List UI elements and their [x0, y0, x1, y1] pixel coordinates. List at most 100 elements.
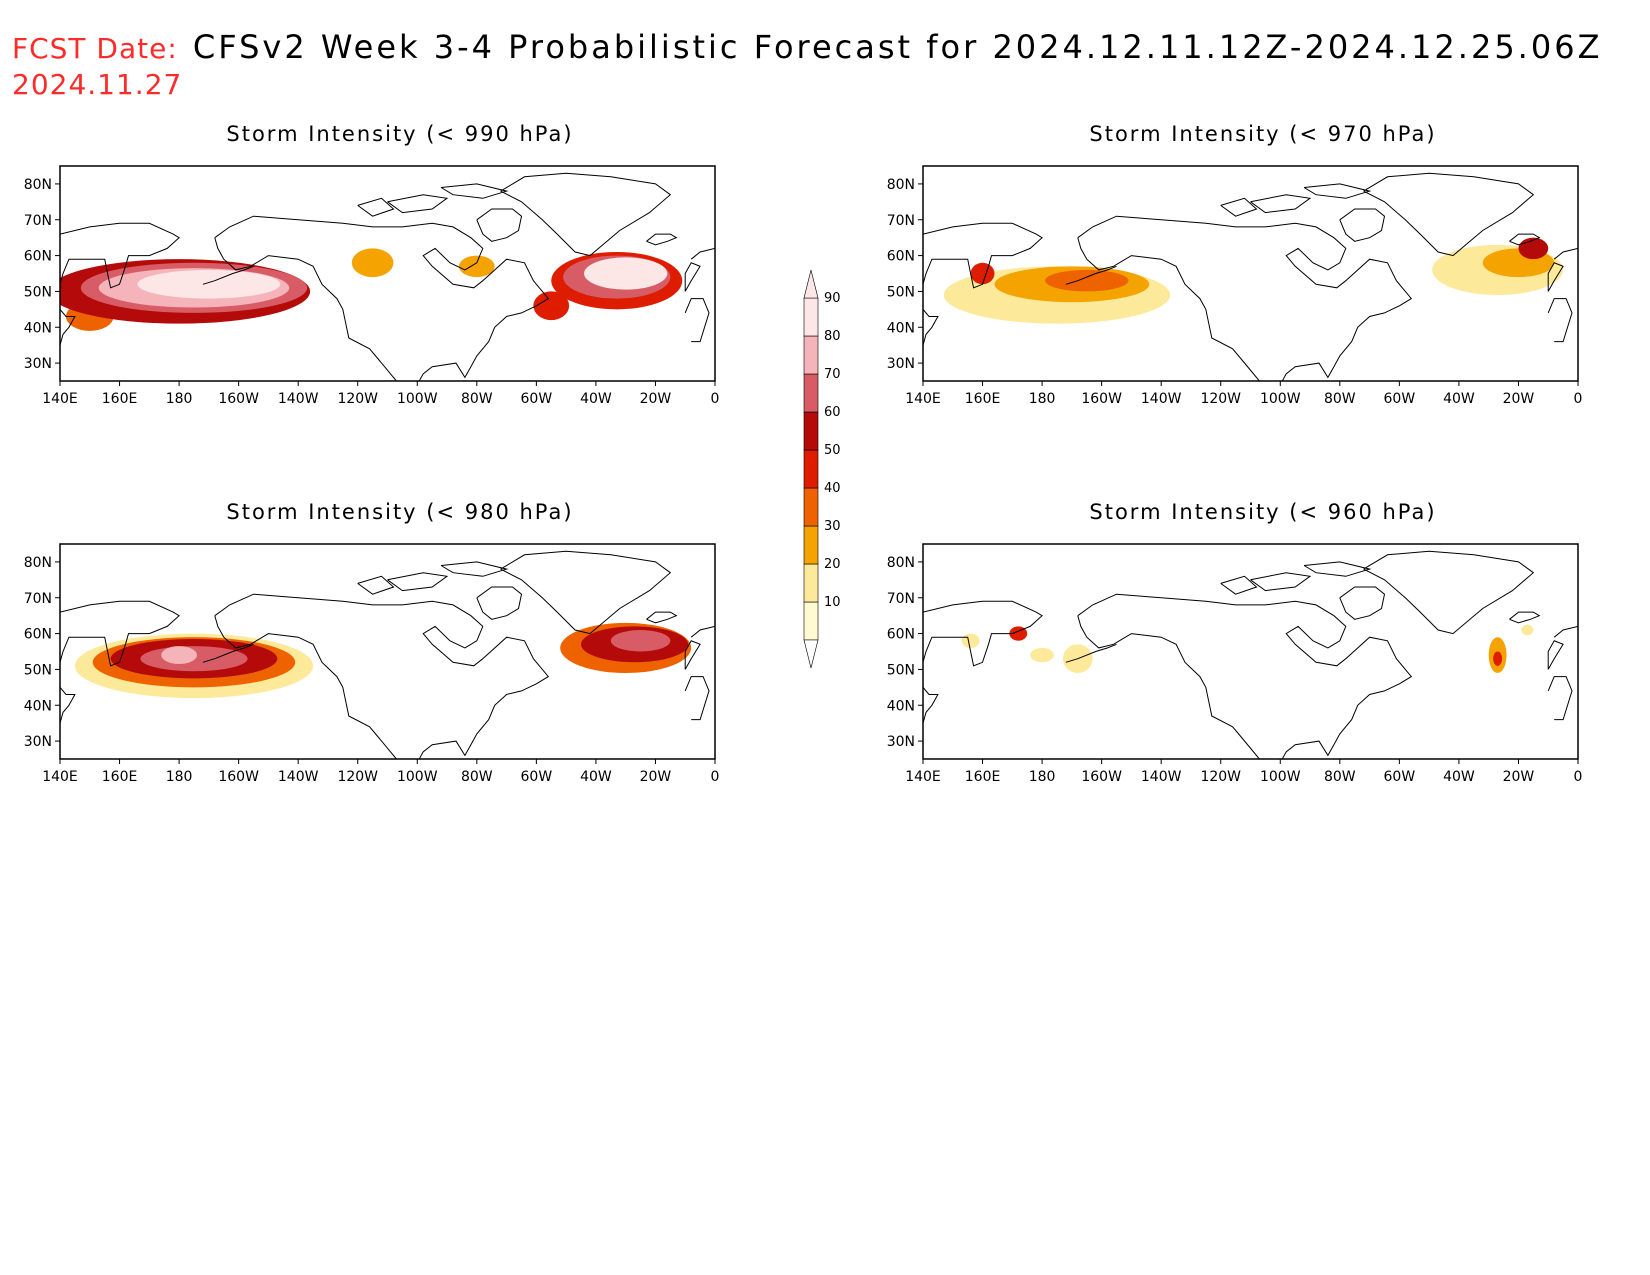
- colorbar-segment: [803, 487, 819, 527]
- map-frame: [922, 543, 1579, 760]
- probability-area: [137, 269, 281, 299]
- y-tick-label: 40N: [24, 320, 52, 336]
- coastline: [1077, 215, 1413, 381]
- x-tick-label: 180: [166, 769, 193, 785]
- y-tick-label: 60N: [887, 249, 915, 265]
- panel-970: Storm Intensity (< 970 hPa) 140E 160E 180 1…: [873, 122, 1650, 422]
- y-tick-label: 80N: [887, 555, 915, 571]
- colorbar-label: 70: [824, 367, 841, 382]
- coastline: [923, 222, 1043, 289]
- x-tick-label: 60W: [521, 769, 553, 785]
- x-tick-label: 0: [711, 769, 720, 785]
- y-tick-label: 60N: [24, 627, 52, 643]
- panel-title: Storm Intensity (< 980 hPa): [226, 500, 574, 524]
- x-tick-label: 180: [1029, 769, 1056, 785]
- x-tick-label: 180: [166, 391, 193, 407]
- coastline: [1547, 640, 1564, 670]
- panel-title: Storm Intensity (< 960 hPa): [1089, 500, 1437, 524]
- coastline: [60, 600, 180, 667]
- y-tick-label: 50N: [24, 662, 52, 678]
- coastline: [387, 572, 449, 592]
- coastline: [1065, 265, 1117, 285]
- coastline: [1077, 593, 1413, 759]
- coastline: [202, 643, 254, 663]
- x-tick-label: 100W: [1260, 391, 1301, 407]
- colorbar-label: 40: [824, 481, 841, 496]
- x-tick-label: 140E: [905, 391, 941, 407]
- coastline: [440, 183, 509, 199]
- x-tick-label: 160W: [218, 769, 259, 785]
- y-tick-label: 80N: [24, 177, 52, 193]
- x-tick-label: 100W: [397, 391, 438, 407]
- colorbar-segment: [803, 601, 819, 641]
- panel-960: Storm Intensity (< 960 hPa) 140E 160E 180 1…: [873, 500, 1650, 800]
- x-tick-label: 160E: [102, 391, 138, 407]
- coastline: [1065, 643, 1117, 663]
- coastline: [1220, 197, 1258, 217]
- colorbar-min-arrow: [803, 639, 819, 669]
- map-frame: [922, 165, 1579, 382]
- coastline: [357, 575, 395, 595]
- x-tick-label: 80W: [461, 769, 493, 785]
- colorbar-label: 30: [824, 519, 841, 534]
- coastline: [646, 611, 678, 624]
- x-tick-label: 100W: [397, 769, 438, 785]
- probability-map: 140E 160E 180 160W 140W 120W 100W 80W 60W 40W 20W 0…: [887, 165, 1583, 407]
- map-frame: [59, 165, 716, 382]
- panel-990: Storm Intensity (< 990 hPa) 140E 160E 180 1…: [10, 122, 790, 422]
- colorbar-label: 10: [824, 595, 841, 610]
- coastline: [1363, 172, 1535, 257]
- x-tick-label: 160W: [1081, 769, 1122, 785]
- coastline: [1553, 625, 1578, 638]
- probability-area: [1009, 626, 1028, 641]
- x-tick-label: 0: [1574, 391, 1583, 407]
- probability-area: [610, 630, 671, 652]
- colorbar-segment: [803, 449, 819, 489]
- coastline: [60, 222, 180, 289]
- x-tick-label: 80W: [1324, 391, 1356, 407]
- x-tick-label: 40W: [580, 391, 612, 407]
- y-tick-label: 80N: [24, 555, 52, 571]
- x-tick-label: 120W: [337, 769, 378, 785]
- x-tick-label: 20W: [640, 391, 672, 407]
- y-tick-label: 30N: [887, 356, 915, 372]
- x-tick-label: 140E: [42, 769, 78, 785]
- panel-980: Storm Intensity (< 980 hPa) 140E 160E 180 1…: [10, 500, 790, 800]
- x-tick-label: 160W: [218, 391, 259, 407]
- colorbar-segment: [803, 335, 819, 375]
- x-tick-label: 80W: [1324, 769, 1356, 785]
- x-tick-label: 160E: [965, 391, 1001, 407]
- x-tick-label: 40W: [1443, 769, 1475, 785]
- map-plot-area: [923, 544, 1578, 759]
- coastline: [646, 233, 678, 246]
- coastline: [1339, 586, 1386, 620]
- coastline: [684, 262, 701, 292]
- y-tick-label: 80N: [887, 177, 915, 193]
- figure-header: FCST Date: CFSv2 Week 3-4 Probabilistic …: [12, 28, 1602, 66]
- colorbar-segment: [803, 525, 819, 565]
- coastline: [1250, 572, 1312, 592]
- x-tick-label: 140W: [1141, 391, 1182, 407]
- colorbar-max-arrow: [803, 269, 819, 299]
- y-tick-label: 50N: [887, 662, 915, 678]
- panel-title: Storm Intensity (< 990 hPa): [226, 122, 574, 146]
- panel-title: Storm Intensity (< 970 hPa): [1089, 122, 1437, 146]
- coastline: [202, 265, 254, 285]
- colorbar-label: 20: [824, 557, 841, 572]
- coastline: [60, 308, 76, 346]
- coastline: [1547, 676, 1573, 721]
- x-tick-label: 140W: [278, 391, 319, 407]
- x-tick-label: 20W: [640, 769, 672, 785]
- coastline: [1509, 233, 1541, 246]
- x-tick-label: 40W: [1443, 391, 1475, 407]
- coastline: [923, 686, 939, 724]
- probability-area: [961, 633, 980, 648]
- coastline: [357, 197, 395, 217]
- x-tick-label: 100W: [1260, 769, 1301, 785]
- probability-area: [351, 248, 394, 278]
- x-tick-label: 140E: [905, 769, 941, 785]
- coastline: [1553, 247, 1578, 260]
- probability-area: [970, 262, 995, 285]
- coastline: [1547, 298, 1573, 343]
- coastline: [923, 308, 939, 346]
